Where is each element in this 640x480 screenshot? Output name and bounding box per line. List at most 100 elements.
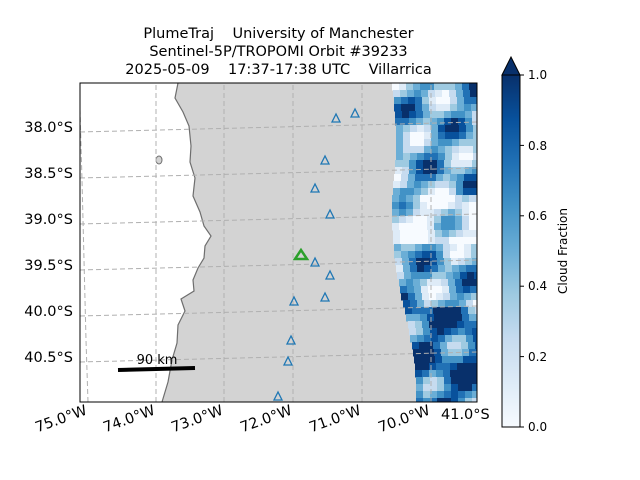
cloud-cell (438, 265, 446, 273)
cloud-cell (394, 97, 402, 105)
cloud-cell (396, 125, 404, 133)
cloud-cell (434, 223, 442, 231)
cloud-cell (441, 279, 449, 287)
cloud-cell (442, 230, 450, 238)
station-marker (288, 295, 300, 306)
cloud-cell (428, 181, 436, 189)
station-marker (324, 269, 336, 280)
cloud-cell (401, 251, 409, 259)
station-markers (272, 107, 361, 401)
cloud-cell (442, 237, 450, 245)
cloud-cell (408, 244, 416, 252)
cloud-cell (466, 132, 474, 140)
cloud-cell (393, 90, 401, 98)
cloud-cell (464, 97, 472, 105)
cloud-cell (437, 398, 445, 402)
cloud-cell (466, 300, 474, 308)
cloud-cell (454, 307, 462, 315)
cloud-cell (445, 153, 453, 161)
cloud-cell (409, 160, 417, 168)
cloud-cell (427, 279, 435, 287)
cloud-cell (444, 391, 452, 399)
cloud-cell (475, 307, 477, 315)
cloud-cell (416, 377, 424, 385)
cloud-cell (443, 370, 451, 378)
cloud-cell (450, 174, 458, 182)
cloud-cell (416, 160, 424, 168)
station-marker (349, 107, 361, 118)
cloud-cell (465, 377, 473, 385)
cloud-cell (403, 125, 411, 133)
cloud-cell (457, 244, 465, 252)
cloud-cell (464, 293, 472, 301)
cloud-cell (473, 125, 477, 133)
cloud-cell (397, 272, 405, 280)
cloud-cell (456, 90, 464, 98)
cloud-cell (402, 118, 410, 126)
cloud-cell (471, 251, 477, 259)
cloud-cell (451, 398, 459, 402)
cloud-cell (447, 342, 455, 350)
colorbar: 0.0 0.2 0.4 0.6 0.8 1.0 Cloud Fraction (501, 55, 570, 434)
cloud-cell (436, 97, 444, 105)
cloud-cell (412, 307, 420, 315)
cloud-cell (422, 321, 430, 329)
cloud-cell (462, 279, 470, 287)
cloud-cell (462, 202, 470, 210)
cloud-cell (455, 314, 463, 322)
cloud-cell (420, 83, 428, 91)
cloud-cell (465, 258, 473, 266)
cloud-cell (413, 349, 421, 357)
cloud-cell (406, 223, 414, 231)
cloud-cell (408, 97, 416, 105)
cloud-cell (425, 272, 433, 280)
cloud-cell (444, 377, 452, 385)
cloud-cell (434, 195, 442, 203)
cloud-cell (466, 125, 474, 133)
cloud-cell (424, 125, 432, 133)
cloud-cell (430, 167, 438, 175)
cloud-cell (420, 195, 428, 203)
cloud-cell (400, 90, 408, 98)
cloud-cell (396, 265, 404, 273)
cloud-cell (422, 370, 430, 378)
cloud-cell (452, 265, 460, 273)
cloud-cell (452, 335, 460, 343)
cloud-cell (474, 272, 477, 280)
cloud-cell (437, 160, 445, 168)
cloud-cell (414, 230, 422, 238)
cloud-cell (448, 314, 456, 322)
cloud-cell (400, 286, 408, 294)
cloud-cell (458, 391, 466, 399)
cloud-cell (415, 244, 423, 252)
cloud-cell (469, 202, 477, 210)
station-marker (285, 334, 297, 345)
cloud-cell (438, 335, 446, 343)
cloud-cell (461, 307, 469, 315)
cloud-cell (406, 195, 414, 203)
lat-label-40-5: 40.5°S (24, 350, 73, 366)
cloud-cell (458, 111, 466, 119)
cloud-cell (438, 132, 446, 140)
cloud-cell (443, 293, 451, 301)
cloud-cell (464, 174, 472, 182)
cloud-cell (452, 153, 460, 161)
cloud-cell (459, 153, 467, 161)
colorbar-tick-0: 0.0 (528, 420, 547, 434)
cloud-cell (449, 230, 457, 238)
cloud-cell (457, 293, 465, 301)
cloud-cell (423, 111, 431, 119)
station-marker (319, 154, 331, 165)
map-area (80, 83, 477, 402)
cloud-cell (414, 356, 422, 364)
cloud-cell (448, 209, 456, 217)
cloud-cell (434, 209, 442, 217)
cloud-cell (457, 370, 465, 378)
cloud-cell (413, 223, 421, 231)
cloud-cell (417, 300, 425, 308)
cloud-cell (459, 125, 467, 133)
cloud-cell (428, 286, 436, 294)
cloud-cell (394, 244, 402, 252)
cloud-cell (421, 90, 429, 98)
cloud-cell (410, 300, 418, 308)
